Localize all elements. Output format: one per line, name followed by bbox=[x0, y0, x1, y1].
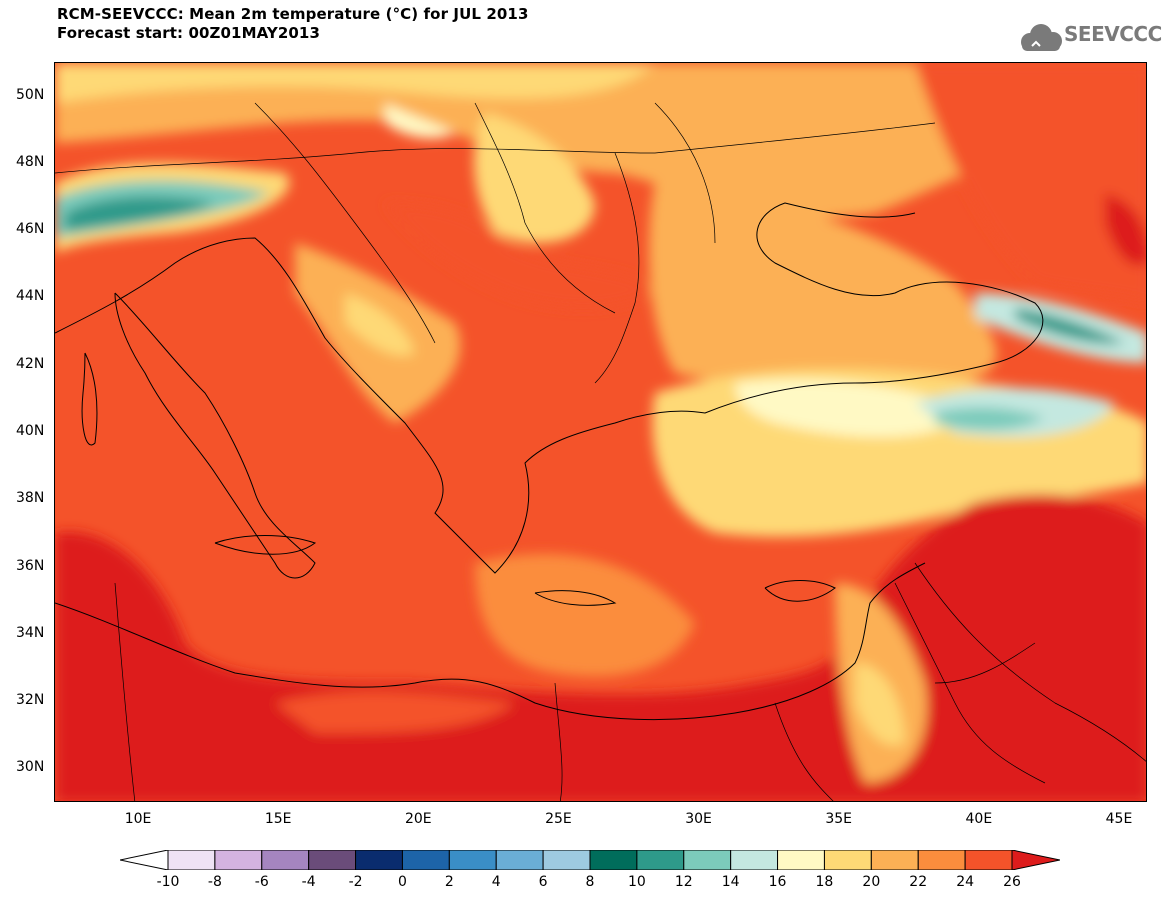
colorbar-box bbox=[730, 850, 779, 870]
logo-text: SEEVCCC bbox=[1064, 22, 1162, 46]
temperature-map bbox=[55, 63, 1146, 801]
coastline-sardinia bbox=[81, 352, 98, 446]
colorbar-label: 24 bbox=[956, 874, 975, 890]
colorbar-box bbox=[214, 850, 263, 870]
colorbar-label: 18 bbox=[815, 874, 834, 890]
region-libya-coast-24c bbox=[275, 691, 515, 733]
colorbar-label: 6 bbox=[538, 874, 548, 890]
region-alps-10c bbox=[65, 196, 215, 231]
region-dinaric-18c bbox=[345, 293, 415, 356]
coastline-cyprus bbox=[764, 580, 836, 602]
longitude-label: 25E bbox=[545, 811, 572, 827]
longitude-label: 30E bbox=[685, 811, 712, 827]
colorbar-label: 4 bbox=[491, 874, 501, 890]
country-borders bbox=[55, 102, 1146, 801]
latitude-label: 42N bbox=[16, 355, 45, 372]
cloud-icon bbox=[1021, 24, 1062, 51]
colorbar-label: 0 bbox=[397, 874, 407, 890]
colorbar-label: 14 bbox=[721, 874, 740, 890]
region-sea-22c bbox=[475, 553, 695, 677]
colorbar-box bbox=[355, 850, 403, 870]
longitude-label: 45E bbox=[1105, 811, 1133, 827]
region-tatra-16c bbox=[385, 103, 455, 139]
latitude-label: 36N bbox=[16, 557, 45, 574]
colorbar-box bbox=[167, 850, 216, 870]
colorbar-label: 16 bbox=[768, 874, 787, 890]
colorbar-box bbox=[777, 850, 825, 870]
longitude-label: 20E bbox=[404, 811, 432, 827]
colorbar-box bbox=[917, 850, 966, 870]
colorbar-box bbox=[448, 850, 497, 870]
colorbar-under-triangle bbox=[120, 850, 169, 870]
colorbar-label: 12 bbox=[674, 874, 693, 890]
region-carpathians-18c bbox=[474, 113, 595, 243]
colorbar-label: -2 bbox=[348, 874, 363, 890]
coastline-south bbox=[55, 562, 926, 721]
latitude-label: 30N bbox=[16, 759, 45, 776]
region-central-europe-20c bbox=[55, 63, 1146, 218]
region-east-26c bbox=[1105, 193, 1146, 266]
region-east-anatolia-12c bbox=[935, 407, 1045, 430]
map-area bbox=[54, 62, 1147, 802]
colorbar-box bbox=[261, 850, 310, 870]
coastline-italy bbox=[114, 292, 316, 579]
latitude-label: 38N bbox=[16, 490, 45, 507]
latitude-label: 34N bbox=[16, 624, 45, 641]
colorbar-label: 10 bbox=[627, 874, 646, 890]
region-jordan-18c bbox=[855, 663, 905, 746]
latitude-label: 32N bbox=[16, 692, 45, 709]
colorbar-box bbox=[683, 850, 732, 870]
region-pannonian-24c bbox=[385, 203, 655, 308]
colorbar-box bbox=[870, 850, 919, 870]
region-black-sea-20c bbox=[649, 183, 997, 390]
coastline-sicily bbox=[214, 535, 317, 555]
colorbar-box bbox=[495, 850, 544, 870]
colorbar-label: 20 bbox=[862, 874, 881, 890]
coastline-crete bbox=[534, 590, 617, 606]
colorbar bbox=[120, 850, 1060, 870]
colorbar-label: -10 bbox=[156, 874, 180, 890]
colorbar-box bbox=[636, 850, 685, 870]
colorbar-label: -6 bbox=[254, 874, 269, 890]
colorbar-label: -4 bbox=[301, 874, 316, 890]
latitude-label: 40N bbox=[16, 423, 45, 439]
colorbar-label: 26 bbox=[1003, 874, 1021, 890]
coastlines bbox=[55, 202, 1044, 721]
colorbar-box bbox=[308, 850, 357, 870]
region-north-18c bbox=[55, 63, 655, 103]
forecast-start-label: Forecast start: 00Z01MAY2013 bbox=[57, 24, 320, 42]
map-title: RCM-SEEVCCC: Mean 2m temperature (°C) fo… bbox=[57, 5, 529, 23]
longitude-label: 40E bbox=[965, 811, 993, 827]
colorbar-label: 2 bbox=[444, 874, 454, 890]
colorbar-box bbox=[823, 850, 872, 870]
latitude-label: 48N bbox=[16, 153, 45, 170]
colorbar-label: 8 bbox=[585, 874, 595, 890]
region-east-24c bbox=[915, 63, 1146, 303]
latitude-label: 46N bbox=[16, 221, 45, 238]
colorbar-label: -8 bbox=[207, 874, 222, 890]
coastline-north bbox=[55, 202, 1044, 574]
longitude-label: 15E bbox=[264, 811, 292, 827]
latitude-label: 50N bbox=[16, 86, 45, 103]
region-anatolia-16c bbox=[735, 379, 975, 437]
longitude-label: 10E bbox=[124, 811, 152, 827]
colorbar-box bbox=[542, 850, 591, 870]
colorbar-box bbox=[589, 850, 638, 870]
colorbar-label: 22 bbox=[909, 874, 928, 890]
colorbar-over-triangle bbox=[1011, 850, 1060, 870]
longitude-label: 35E bbox=[825, 811, 853, 827]
latitude-label: 44N bbox=[16, 288, 45, 305]
colorbar-box bbox=[401, 850, 450, 870]
colorbar-box bbox=[964, 850, 1013, 870]
